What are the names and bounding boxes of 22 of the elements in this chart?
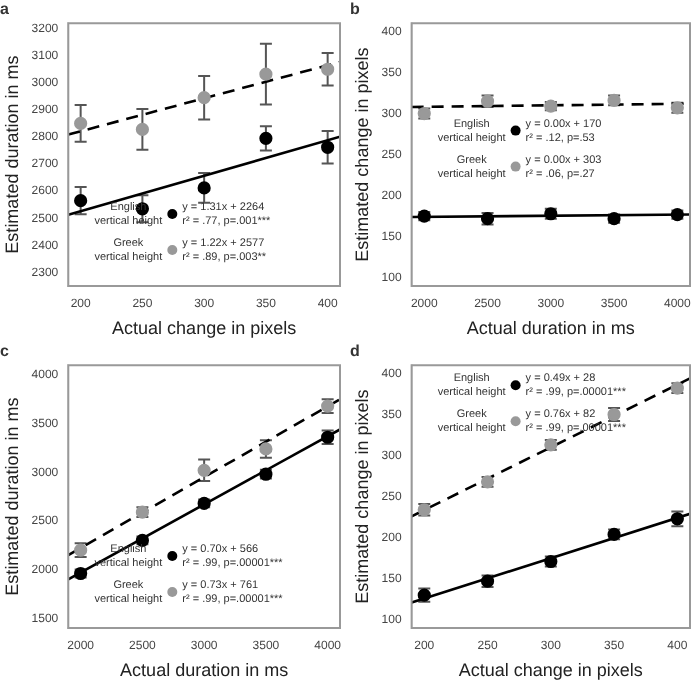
point <box>321 140 335 154</box>
y-axis-title: Estimated duration in ms <box>1 396 22 596</box>
point <box>197 91 211 105</box>
y-axis-title: Estimated duration in ms <box>1 54 22 254</box>
y-axis-title: Estimated change in pixels <box>351 46 372 262</box>
point <box>197 463 211 477</box>
chart-title: d <box>350 342 360 361</box>
y-axis-title: Estimated change in pixels <box>351 388 372 604</box>
point <box>321 62 335 76</box>
point <box>259 131 273 145</box>
x-axis-title: Actual change in pixels <box>458 660 644 681</box>
x-axis-title: Actual change in pixels <box>112 318 298 339</box>
point <box>259 67 273 81</box>
chart-title: a <box>0 0 10 19</box>
x-axis-title: Actual duration in ms <box>466 318 636 339</box>
point <box>197 181 211 195</box>
chart-title: c <box>0 342 10 361</box>
point <box>74 194 88 208</box>
point <box>74 116 88 131</box>
x-axis-title: Actual duration in ms <box>120 660 290 681</box>
chart-title: b <box>350 0 360 19</box>
point <box>135 122 149 136</box>
